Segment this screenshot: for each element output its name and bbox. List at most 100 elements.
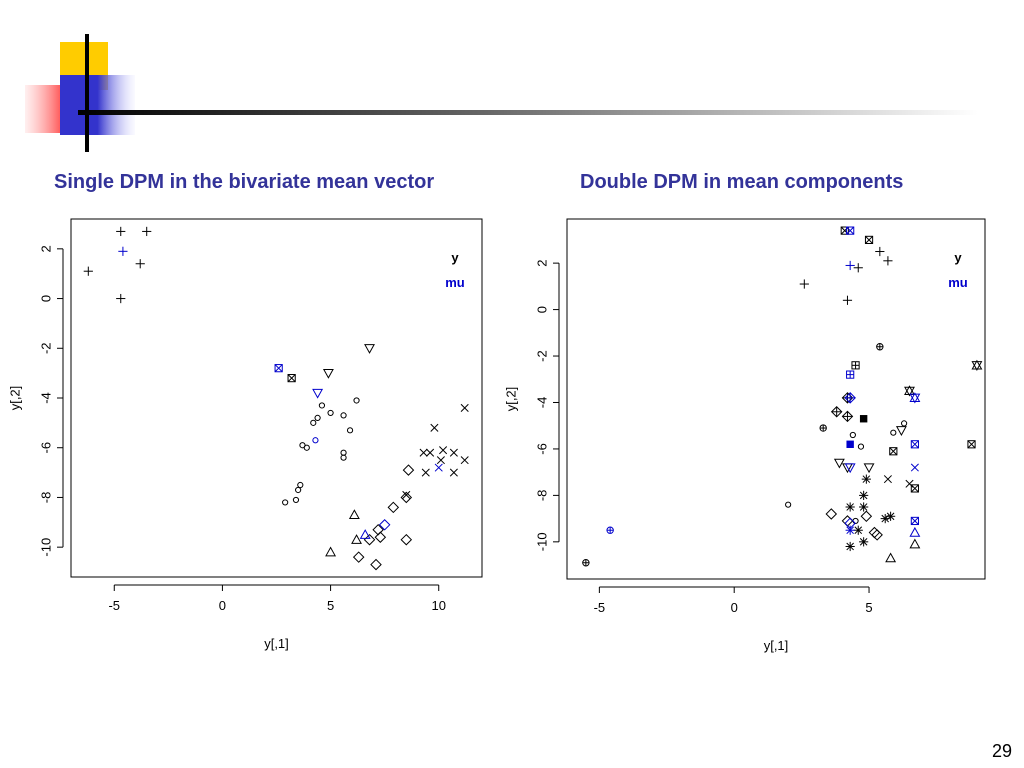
- legend-entry-y: y: [954, 250, 962, 265]
- mu-point-diamond: [844, 517, 856, 530]
- y-point-circle: [318, 402, 326, 409]
- y-point-plus: [135, 259, 145, 269]
- y-point-circle: [346, 427, 354, 434]
- y-point-circleplus: [582, 559, 590, 567]
- y-point-asterisk: [845, 502, 855, 512]
- y-point-x: [430, 423, 439, 432]
- y-point-circle: [295, 486, 302, 494]
- y-point-diamond: [352, 551, 365, 563]
- y-tick-label: -2: [38, 342, 53, 354]
- x-axis-label: y[,1]: [764, 638, 789, 653]
- y-point-plus: [799, 279, 809, 289]
- y-point-circle: [310, 419, 317, 426]
- y-tick-label: -6: [534, 443, 549, 455]
- y-point-boxx: [910, 484, 919, 493]
- mu-point-boxx: [846, 226, 855, 235]
- legend-entry-mu: mu: [445, 275, 465, 290]
- y-point-circle: [303, 444, 310, 451]
- y-point-x: [449, 448, 458, 457]
- y-point-triangle-down: [322, 368, 334, 379]
- y-point-plus: [842, 295, 853, 305]
- blue-gradient-block: [60, 75, 135, 135]
- y-point-circleplus: [876, 343, 884, 351]
- y-point-triangle: [348, 509, 360, 520]
- mu-point-triangle: [909, 526, 921, 537]
- y-point-circle: [340, 449, 347, 456]
- y-point-circle: [340, 412, 347, 419]
- y-point-asterisk: [859, 490, 869, 500]
- y-point-boxx: [287, 374, 296, 383]
- y-point-star: [971, 359, 983, 371]
- y-point-triangle-down: [833, 458, 845, 469]
- y-point-circle: [297, 481, 304, 489]
- x-tick-label: -5: [594, 600, 606, 615]
- y-tick-label: -4: [534, 397, 549, 409]
- y-point-x: [905, 479, 914, 488]
- y-axis-label: y[,2]: [7, 386, 22, 411]
- mu-point-boxx: [274, 364, 283, 373]
- y-point-diamond: [387, 501, 400, 514]
- y-point-plus: [116, 293, 126, 304]
- slide-decoration: [25, 34, 978, 152]
- mu-point-x: [910, 463, 919, 472]
- x-tick-label: 5: [327, 598, 334, 613]
- page-number: 29: [991, 741, 1012, 761]
- y-point-circle: [314, 414, 321, 421]
- y-tick-label: -10: [534, 532, 549, 551]
- mu-point-boxx: [910, 516, 919, 526]
- chart-2: -5 0 5 2 0 -2 -4 -6 -8 -10 y[,1] y[,2] y mu: [503, 218, 986, 653]
- y-point-asterisk: [861, 474, 871, 484]
- x-tick-label: 10: [432, 598, 446, 613]
- x-tick-label: -5: [108, 598, 120, 613]
- y-point-x: [449, 468, 458, 477]
- mu-point-triangle: [359, 529, 371, 539]
- y-point-circle: [292, 496, 300, 504]
- y-point-triangle-down: [364, 344, 375, 354]
- mu-point-boxplus: [846, 370, 855, 379]
- y-point-plus: [853, 263, 863, 273]
- plot-frame: [70, 218, 483, 578]
- mu-point-boxx: [910, 440, 919, 449]
- y-point-x: [402, 490, 411, 499]
- vertical-bar: [85, 34, 89, 152]
- y-point-filled-square: [859, 415, 868, 423]
- y-tick-label: -10: [38, 538, 53, 557]
- y-axis-label: y[,2]: [503, 387, 518, 412]
- y-point-circle: [785, 501, 792, 508]
- legend-entry-y: y: [451, 250, 459, 265]
- y-tick-label: -4: [38, 392, 53, 404]
- y-point-circle: [900, 420, 908, 427]
- y-point-x: [439, 446, 448, 455]
- y-point-plus: [883, 256, 893, 266]
- y-point-plus: [875, 246, 885, 257]
- y-tick-label: -8: [534, 490, 549, 502]
- y-point-triangle-down: [863, 463, 875, 474]
- y-point-circle: [849, 431, 856, 439]
- y-tick-label: 2: [534, 260, 549, 267]
- y-point-asterisk: [859, 502, 869, 512]
- y-point-boxplus: [851, 361, 860, 370]
- y-point-asterisk: [845, 541, 855, 552]
- y-point-x: [421, 468, 430, 477]
- y-point-star: [904, 385, 915, 397]
- y-point-asterisk: [886, 511, 896, 521]
- y-point-x: [883, 475, 892, 484]
- y-point-circle: [327, 409, 334, 417]
- y-point-plus: [83, 266, 93, 276]
- y-point-diamond: [370, 558, 382, 571]
- y-point-diamond: [400, 533, 413, 546]
- y-tick-label: -6: [38, 442, 53, 454]
- left-chart-title: Single DPM in the bivariate mean vector: [54, 171, 435, 193]
- y-point-circle: [852, 517, 859, 525]
- y-point-diamond: [374, 531, 387, 543]
- y-point-x: [436, 456, 445, 465]
- y-tick-label: -2: [534, 350, 549, 362]
- y-point-triangle: [885, 552, 897, 563]
- y-point-circleplus: [819, 424, 827, 432]
- mu-point-filled-square: [846, 440, 854, 448]
- y-point-plus: [116, 226, 126, 237]
- mu-point-triangle-down: [312, 388, 324, 399]
- x-tick-label: 5: [865, 600, 872, 615]
- mu-point-diamond: [378, 519, 391, 531]
- legend-entry-mu: mu: [948, 275, 968, 290]
